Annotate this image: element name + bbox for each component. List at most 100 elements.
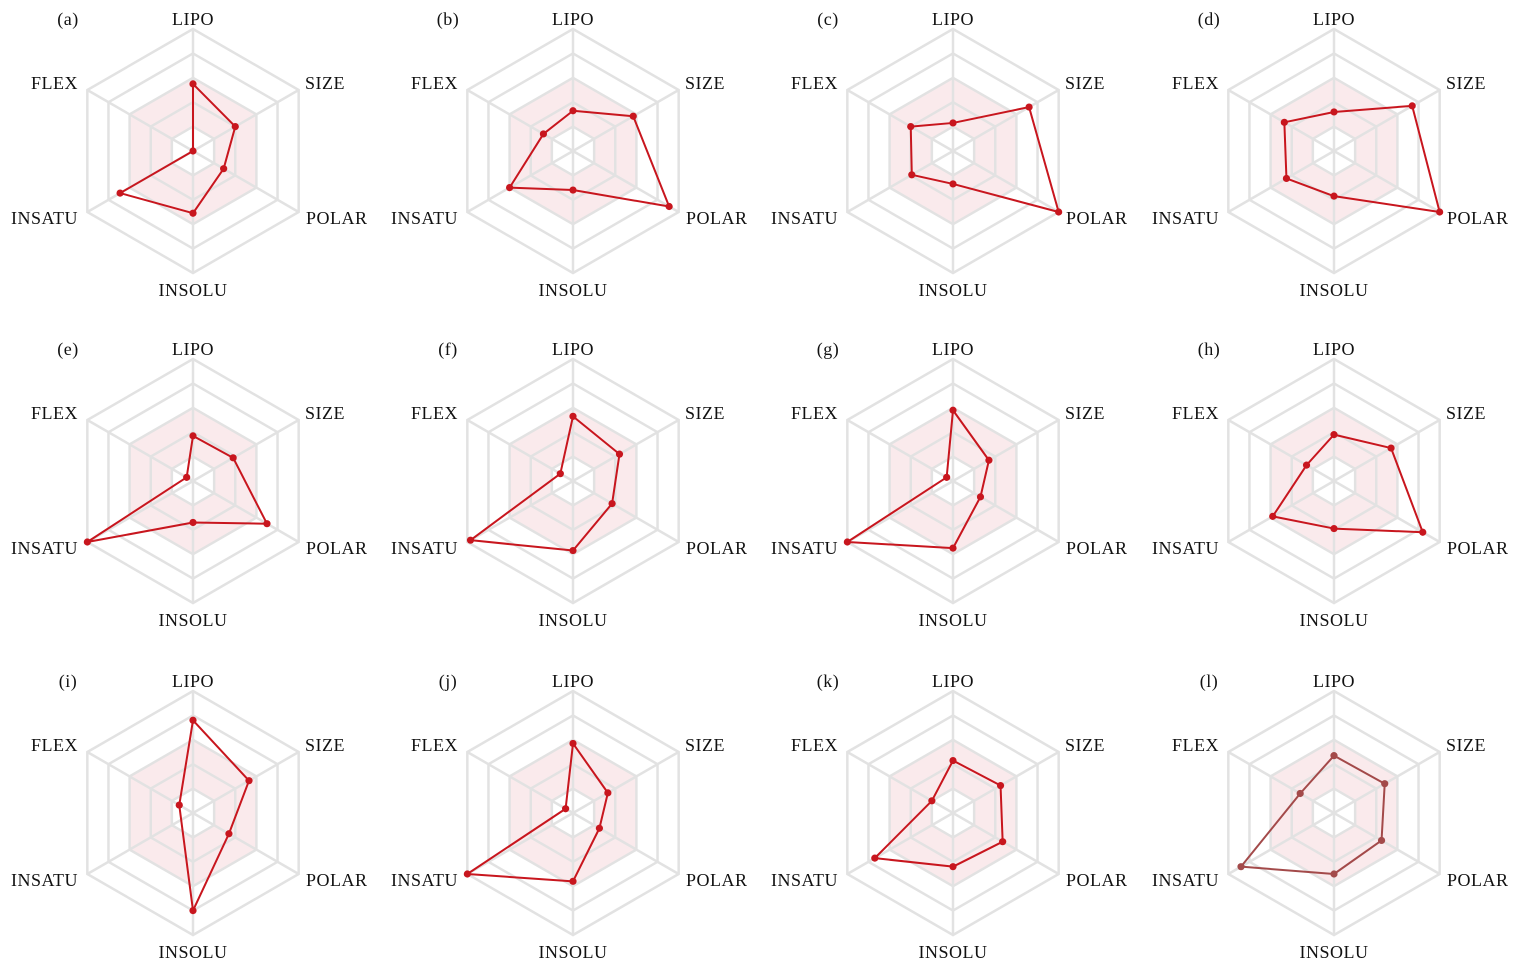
- data-point-insolu: [189, 907, 197, 915]
- radar-panel-f: LIPO SIZE POLAR INSOLU INSATU FLEX (f): [391, 339, 748, 630]
- axis-label-size: SIZE: [1446, 735, 1486, 755]
- data-point-polar: [665, 202, 673, 211]
- axis-spoke: [846, 149, 954, 214]
- data-point-insatu: [506, 184, 514, 192]
- data-point-insolu: [949, 544, 957, 552]
- axis-label-polar: POLAR: [1447, 538, 1509, 558]
- data-point-polar: [999, 838, 1007, 846]
- radar-panel-c: LIPO SIZE POLAR INSOLU INSATU FLEX (c): [771, 9, 1128, 300]
- data-point-lipo: [949, 756, 957, 765]
- axis-spoke: [86, 750, 194, 815]
- panel-label: (i): [59, 671, 78, 692]
- axis-label-insatu: INSATU: [1152, 538, 1219, 558]
- axis-spoke: [572, 479, 680, 544]
- data-point-lipo: [189, 432, 197, 440]
- axis-label-insatu: INSATU: [11, 208, 78, 228]
- axis-spoke: [846, 479, 954, 544]
- data-point-insolu: [949, 180, 957, 188]
- panel-label: (d): [1198, 9, 1221, 30]
- data-point-flex: [907, 123, 915, 131]
- data-point-size: [629, 112, 637, 120]
- data-point-insolu: [949, 863, 957, 871]
- axis-label-size: SIZE: [1065, 735, 1105, 755]
- data-point-insolu: [189, 209, 197, 217]
- axis-spoke: [572, 418, 680, 483]
- data-point-insatu: [83, 538, 91, 546]
- data-point-lipo: [189, 80, 197, 88]
- axis-label-flex: FLEX: [31, 403, 78, 423]
- data-point-polar: [1419, 528, 1427, 536]
- axis-label-insolu: INSOLU: [159, 942, 228, 962]
- axis-spoke: [192, 88, 300, 153]
- axis-label-insolu: INSOLU: [1300, 610, 1369, 630]
- axis-spoke: [86, 811, 194, 876]
- axis-spoke: [466, 149, 574, 214]
- axis-label-size: SIZE: [685, 73, 725, 93]
- data-point-lipo: [1330, 431, 1338, 439]
- data-point-insatu: [466, 536, 475, 544]
- axis-spoke: [1333, 88, 1441, 153]
- data-point-insolu: [569, 877, 577, 885]
- axis-label-polar: POLAR: [686, 538, 748, 558]
- data-point-insatu: [1269, 512, 1277, 520]
- data-point-flex: [562, 805, 570, 813]
- data-point-lipo: [949, 119, 957, 127]
- data-point-lipo: [569, 739, 577, 748]
- data-point-flex: [175, 801, 183, 809]
- data-point-size: [1408, 102, 1416, 110]
- axis-spoke: [1333, 418, 1441, 483]
- axis-label-insatu: INSATU: [771, 870, 838, 890]
- axis-label-insatu: INSATU: [771, 208, 838, 228]
- data-point-size: [229, 454, 237, 462]
- axis-label-insolu: INSOLU: [539, 610, 608, 630]
- data-point-size: [604, 789, 612, 797]
- axis-label-polar: POLAR: [1066, 208, 1128, 228]
- radar-panel-e: LIPO SIZE POLAR INSOLU INSATU FLEX (e): [11, 339, 367, 630]
- axis-label-insolu: INSOLU: [919, 610, 988, 630]
- data-point-insolu: [1330, 870, 1338, 878]
- axis-label-size: SIZE: [305, 403, 345, 423]
- axis-spoke: [86, 418, 194, 483]
- axis-label-flex: FLEX: [1172, 735, 1219, 755]
- axis-label-insolu: INSOLU: [1300, 942, 1369, 962]
- axis-spoke: [1333, 811, 1441, 876]
- axis-spoke: [846, 811, 954, 876]
- axis-spoke: [572, 88, 680, 153]
- axis-spoke: [846, 418, 954, 483]
- radar-panel-b: LIPO SIZE POLAR INSOLU INSATU FLEX (b): [391, 9, 748, 300]
- radar-panel-h: LIPO SIZE POLAR INSOLU INSATU FLEX (h): [1152, 339, 1509, 630]
- axis-spoke: [192, 811, 300, 876]
- data-point-polar: [595, 824, 604, 832]
- data-point-insolu: [569, 546, 577, 555]
- axis-spoke: [952, 750, 1060, 815]
- data-point-lipo: [1330, 108, 1338, 116]
- axis-label-lipo: LIPO: [932, 9, 974, 29]
- panel-label: (g): [817, 339, 840, 360]
- axis-spoke: [1333, 149, 1441, 214]
- radar-panel-i: LIPO SIZE POLAR INSOLU INSATU FLEX (i): [11, 671, 367, 962]
- axis-label-polar: POLAR: [686, 208, 748, 228]
- axis-label-flex: FLEX: [411, 735, 458, 755]
- data-point-size: [1387, 444, 1395, 452]
- data-point-size: [996, 781, 1005, 790]
- data-point-polar: [608, 499, 616, 508]
- panel-label: (j): [439, 671, 458, 692]
- axis-label-insolu: INSOLU: [919, 942, 988, 962]
- data-point-insatu: [463, 870, 471, 878]
- axis-label-insolu: INSOLU: [159, 280, 228, 300]
- data-point-insatu: [843, 538, 851, 546]
- axis-label-insatu: INSATU: [11, 870, 78, 890]
- panel-label: (l): [1200, 671, 1219, 692]
- series-line: [178, 719, 250, 912]
- axis-label-polar: POLAR: [1447, 208, 1509, 228]
- axis-label-size: SIZE: [305, 73, 345, 93]
- axis-spoke: [952, 479, 1060, 544]
- radar-panel-k: LIPO SIZE POLAR INSOLU INSATU FLEX (k): [771, 671, 1127, 962]
- panel-label: (k): [817, 671, 840, 692]
- data-point-size: [615, 450, 624, 458]
- axis-spoke: [1227, 811, 1335, 876]
- axis-label-size: SIZE: [305, 735, 345, 755]
- axis-spoke: [86, 88, 194, 153]
- axis-spoke: [466, 479, 574, 544]
